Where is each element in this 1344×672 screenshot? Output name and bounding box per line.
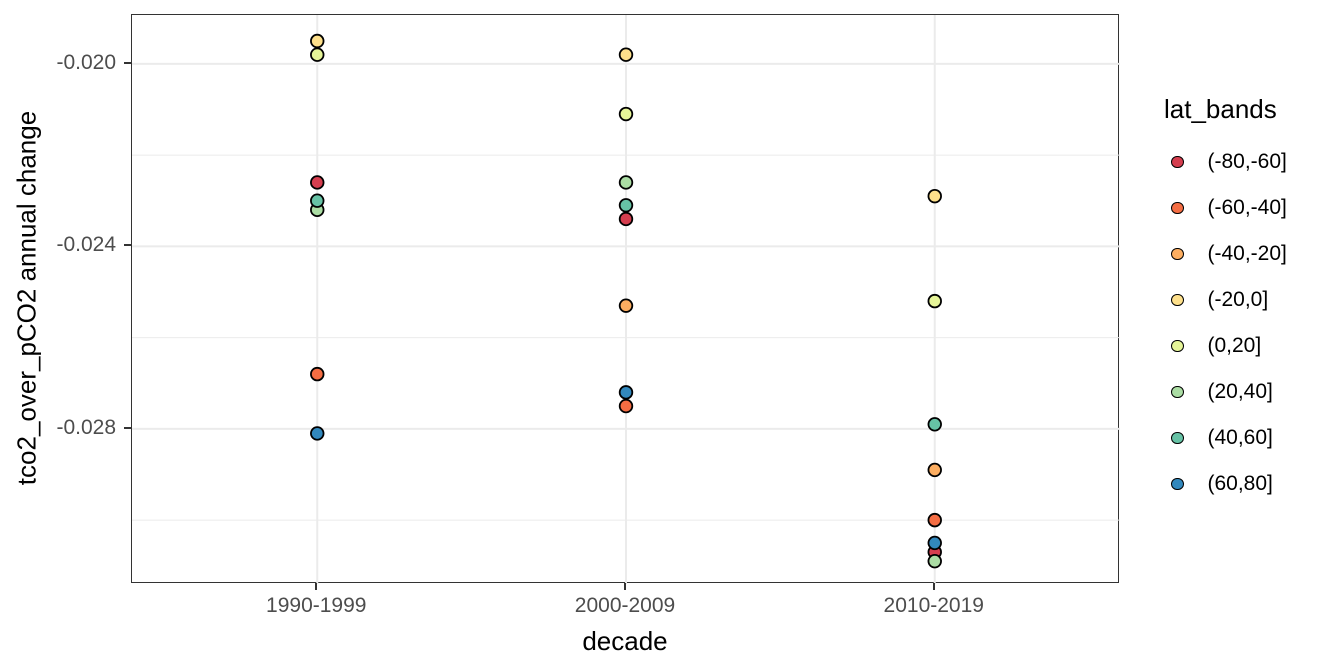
y-tick-mark bbox=[124, 244, 131, 247]
data-point bbox=[310, 33, 325, 49]
data-point bbox=[618, 175, 634, 190]
data-point bbox=[618, 106, 634, 122]
legend-label: (60,80] bbox=[1207, 472, 1273, 495]
data-point bbox=[310, 47, 325, 62]
data-point bbox=[310, 175, 325, 190]
x-tick-mark bbox=[932, 583, 935, 590]
data-point bbox=[618, 47, 634, 62]
legend-label: (0,20] bbox=[1207, 334, 1262, 357]
legend-key-icon bbox=[1171, 385, 1184, 399]
legend-key-icon bbox=[1171, 155, 1184, 169]
y-tick-mark bbox=[124, 426, 131, 429]
legend-key-icon bbox=[1171, 293, 1184, 307]
legend-item: (-80,-60] bbox=[1160, 139, 1344, 185]
x-tick-label: 2010-2019 bbox=[883, 594, 984, 617]
data-point bbox=[927, 553, 942, 569]
plot-panel bbox=[131, 14, 1120, 584]
data-point bbox=[310, 366, 325, 382]
y-tick-label: -0.024 bbox=[56, 233, 116, 257]
legend-item: (40,60] bbox=[1160, 415, 1344, 461]
data-point bbox=[618, 385, 634, 400]
x-tick-mark bbox=[315, 583, 318, 590]
data-point bbox=[618, 298, 634, 313]
legend-item: (-20,0] bbox=[1160, 277, 1344, 323]
data-point bbox=[618, 198, 634, 213]
legend-key-icon bbox=[1171, 339, 1184, 353]
data-point bbox=[618, 398, 634, 414]
x-tick-label: 2000-2009 bbox=[574, 594, 676, 617]
plot-area bbox=[132, 15, 1120, 584]
legend-item: (20,40] bbox=[1160, 369, 1344, 415]
legend-label: (-60,-40] bbox=[1207, 196, 1287, 219]
legend-key-icon bbox=[1171, 477, 1184, 491]
data-point bbox=[310, 426, 325, 441]
data-point bbox=[927, 512, 942, 528]
x-axis-title: decade bbox=[582, 626, 668, 656]
data-point bbox=[927, 417, 942, 432]
data-point bbox=[927, 535, 942, 551]
data-point bbox=[927, 293, 942, 309]
legend-label: (-80,-60] bbox=[1207, 150, 1287, 173]
legend-label: (-20,0] bbox=[1207, 288, 1269, 311]
legend-item: (0,20] bbox=[1160, 323, 1344, 369]
legend-key-icon bbox=[1171, 247, 1184, 261]
x-tick-mark bbox=[624, 583, 626, 590]
data-point bbox=[927, 188, 942, 204]
legend-label: (20,40] bbox=[1207, 380, 1273, 403]
legend-item: (-40,-20] bbox=[1160, 231, 1344, 277]
legend-label: (40,60] bbox=[1207, 426, 1273, 449]
y-tick-label: -0.028 bbox=[56, 415, 116, 439]
legend-item: (-60,-40] bbox=[1160, 185, 1344, 231]
legend-key-icon bbox=[1171, 201, 1184, 215]
legend-label: (-40,-20] bbox=[1207, 242, 1287, 265]
data-point bbox=[927, 462, 942, 478]
legend-item: (60,80] bbox=[1160, 461, 1344, 507]
legend-key-icon bbox=[1171, 431, 1184, 445]
data-point bbox=[310, 193, 325, 208]
legend: lat_bands (-80,-60] (-60,-40] (-40,-20] (-2… bbox=[1160, 94, 1344, 507]
x-tick-label: 1990-1999 bbox=[266, 594, 367, 617]
data-point bbox=[618, 211, 634, 227]
legend-items: (-80,-60] (-60,-40] (-40,-20] (-20,0] (0,20]… bbox=[1160, 139, 1344, 507]
y-tick-label: -0.020 bbox=[56, 50, 116, 74]
legend-title: lat_bands bbox=[1164, 94, 1277, 124]
y-tick-mark bbox=[124, 61, 131, 64]
